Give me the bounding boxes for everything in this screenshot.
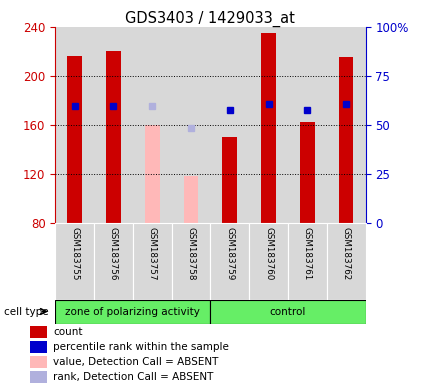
Bar bbox=[94, 27, 133, 223]
Bar bbox=[249, 27, 288, 223]
Text: count: count bbox=[53, 327, 82, 337]
Bar bbox=[133, 27, 172, 223]
Bar bbox=[210, 223, 249, 300]
Text: GSM183762: GSM183762 bbox=[342, 227, 351, 280]
Text: GSM183756: GSM183756 bbox=[109, 227, 118, 280]
Bar bbox=[327, 223, 366, 300]
Title: GDS3403 / 1429033_at: GDS3403 / 1429033_at bbox=[125, 11, 295, 27]
Bar bbox=[261, 33, 276, 223]
Text: value, Detection Call = ABSENT: value, Detection Call = ABSENT bbox=[53, 357, 218, 367]
Text: cell type: cell type bbox=[4, 306, 49, 316]
Bar bbox=[339, 58, 354, 223]
Bar bbox=[222, 137, 237, 223]
Bar bbox=[249, 223, 288, 300]
Text: rank, Detection Call = ABSENT: rank, Detection Call = ABSENT bbox=[53, 372, 213, 382]
Bar bbox=[327, 27, 366, 223]
Text: GSM183757: GSM183757 bbox=[148, 227, 157, 280]
Text: GSM183760: GSM183760 bbox=[264, 227, 273, 280]
Text: zone of polarizing activity: zone of polarizing activity bbox=[65, 307, 200, 317]
Bar bbox=[288, 223, 327, 300]
Bar bbox=[106, 51, 121, 223]
Bar bbox=[145, 125, 159, 223]
Bar bbox=[30, 356, 47, 367]
Bar bbox=[184, 176, 198, 223]
Bar bbox=[288, 27, 327, 223]
Text: percentile rank within the sample: percentile rank within the sample bbox=[53, 342, 229, 352]
Text: GSM183761: GSM183761 bbox=[303, 227, 312, 280]
Text: control: control bbox=[270, 307, 306, 317]
Text: GSM183758: GSM183758 bbox=[187, 227, 196, 280]
Bar bbox=[300, 122, 314, 223]
Bar bbox=[172, 223, 210, 300]
Bar bbox=[172, 27, 210, 223]
Text: GSM183755: GSM183755 bbox=[70, 227, 79, 280]
Bar bbox=[67, 56, 82, 223]
Bar bbox=[210, 300, 366, 324]
Bar bbox=[94, 223, 133, 300]
Bar bbox=[30, 326, 47, 338]
Bar bbox=[55, 223, 94, 300]
Bar bbox=[30, 371, 47, 382]
Bar bbox=[210, 27, 249, 223]
Bar bbox=[30, 341, 47, 353]
Bar bbox=[55, 300, 210, 324]
Text: GSM183759: GSM183759 bbox=[225, 227, 234, 280]
Bar bbox=[133, 223, 172, 300]
Bar bbox=[55, 27, 94, 223]
